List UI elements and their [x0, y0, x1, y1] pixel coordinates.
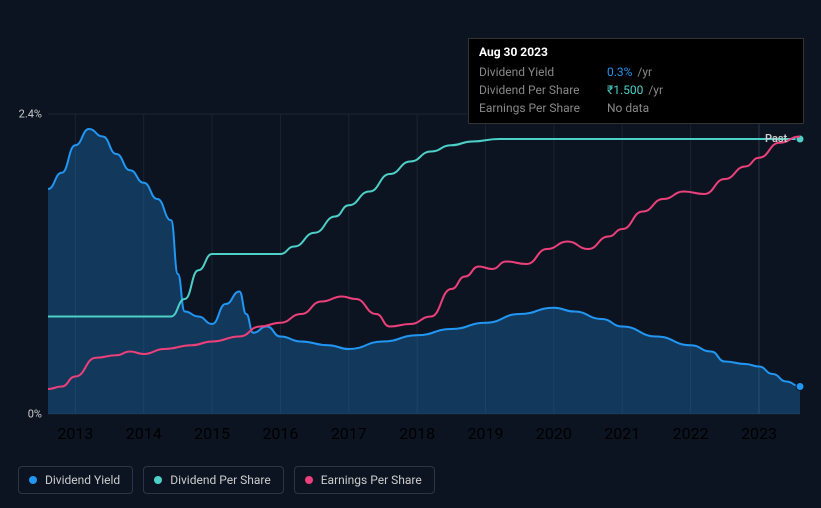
y-tick-label: 0%	[0, 408, 42, 421]
tooltip-row-label: Earnings Per Share	[479, 99, 599, 117]
tooltip-row-unit: /yr	[645, 83, 663, 97]
tooltip-row-label: Dividend Yield	[479, 63, 599, 81]
tooltip-row-value: 0.3% /yr	[607, 63, 652, 81]
tooltip-row-value: No data	[607, 99, 649, 117]
legend-item-dividend-per-share[interactable]: Dividend Per Share	[143, 466, 284, 494]
tooltip-date: Aug 30 2023	[479, 45, 793, 59]
x-tick-label: 2021	[604, 424, 640, 443]
x-axis-labels: 2013 2014 2015 2016 2017 2018 2019 2020 2021 2022…	[0, 424, 821, 444]
past-marker-label: Past	[765, 132, 787, 145]
y-tick-label: 2.4%	[0, 108, 42, 121]
x-tick-label: 2019	[468, 424, 504, 443]
legend-item-label: Dividend Yield	[45, 473, 120, 487]
legend-dot-icon	[305, 476, 313, 484]
tooltip-row: Dividend Per Share ₹1.500 /yr	[479, 81, 793, 99]
legend-item-earnings-per-share[interactable]: Earnings Per Share	[294, 466, 435, 494]
chart-tooltip: Aug 30 2023 Dividend Yield0.3% /yrDivide…	[468, 38, 804, 124]
chart-legend: Dividend Yield Dividend Per Share Earnings…	[18, 466, 435, 494]
tooltip-row: Dividend Yield 0.3% /yr	[479, 63, 793, 81]
tooltip-row-label: Dividend Per Share	[479, 81, 599, 99]
x-tick-label: 2018	[399, 424, 435, 443]
tooltip-row-unit: /yr	[634, 65, 652, 79]
x-tick-label: 2014	[126, 424, 162, 443]
x-tick-label: 2017	[331, 424, 367, 443]
legend-dot-icon	[154, 476, 162, 484]
x-tick-label: 2022	[673, 424, 709, 443]
legend-item-label: Earnings Per Share	[321, 473, 422, 487]
x-tick-label: 2020	[536, 424, 572, 443]
legend-item-label: Dividend Per Share	[170, 473, 271, 487]
x-tick-label: 2013	[57, 424, 93, 443]
x-tick-label: 2023	[741, 424, 777, 443]
tooltip-row: Earnings Per Share No data	[479, 99, 793, 117]
tooltip-row-value: ₹1.500 /yr	[607, 81, 663, 99]
legend-dot-icon	[29, 476, 37, 484]
x-tick-label: 2016	[262, 424, 298, 443]
legend-item-dividend-yield[interactable]: Dividend Yield	[18, 466, 133, 494]
x-tick-label: 2015	[194, 424, 230, 443]
